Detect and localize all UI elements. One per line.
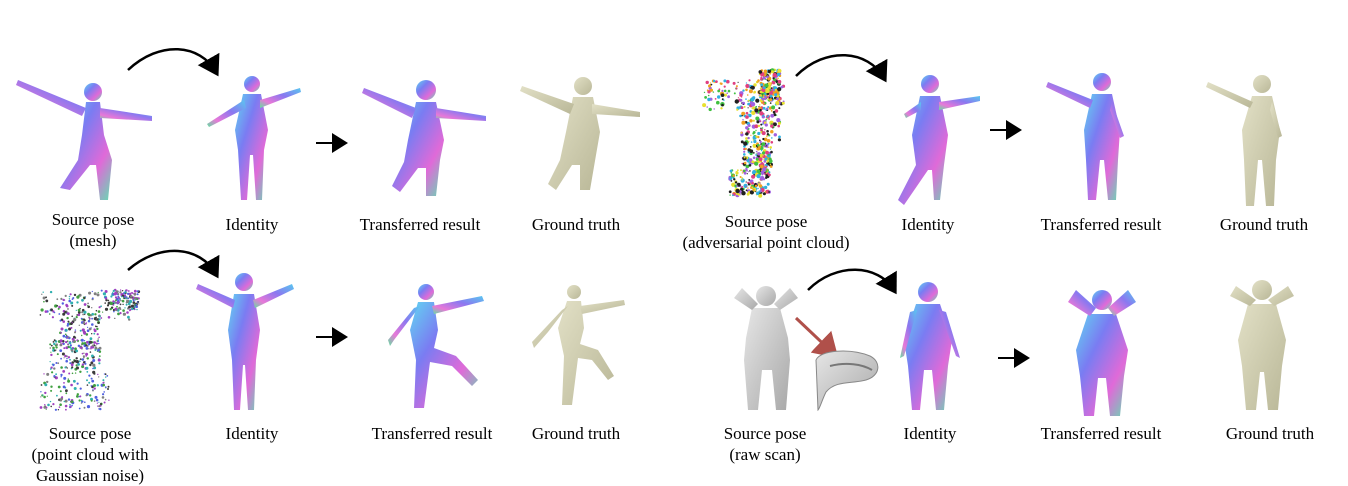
transferred-result-figure xyxy=(1046,73,1124,200)
caption-ground-truth: Ground truth xyxy=(1144,214,1348,235)
zoom-arrow xyxy=(796,318,834,354)
ground-truth-figure xyxy=(532,285,625,405)
raw-scan-figure xyxy=(734,286,798,410)
transferred-result-figure xyxy=(362,80,486,196)
curved-arrow xyxy=(796,55,884,78)
caption-ground-truth: Ground truth xyxy=(1150,423,1348,444)
ground-truth-figure xyxy=(1206,75,1282,206)
curved-arrow xyxy=(128,49,216,72)
gaussian-noise-point-cloud-figure xyxy=(40,289,141,411)
curved-arrow xyxy=(808,270,894,290)
identity-figure xyxy=(900,282,960,410)
transferred-result-figure xyxy=(1068,290,1136,416)
identity-figure xyxy=(196,273,294,410)
ground-truth-figure xyxy=(1230,280,1294,410)
adversarial-point-cloud-figure xyxy=(702,68,785,198)
identity-figure xyxy=(207,76,301,200)
source-mesh-figure xyxy=(16,80,152,200)
curved-arrow xyxy=(128,251,216,274)
scan-zoom-inset xyxy=(816,351,878,410)
transferred-result-figure xyxy=(388,284,484,408)
identity-figure xyxy=(898,75,980,205)
ground-truth-figure xyxy=(520,77,640,190)
